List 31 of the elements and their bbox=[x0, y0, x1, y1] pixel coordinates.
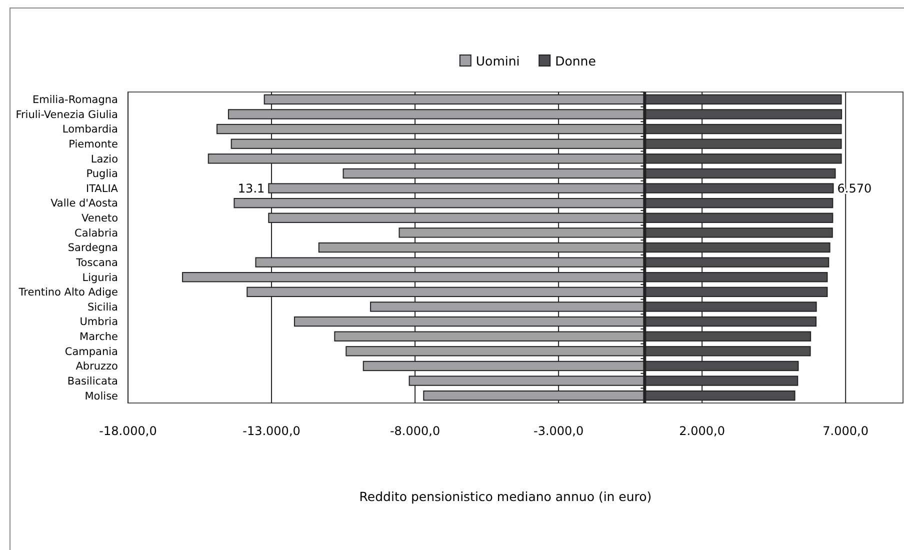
y-tick-label: Basilicata bbox=[67, 375, 118, 388]
x-axis-title: Reddito pensionistico mediano annuo (in euro) bbox=[359, 489, 652, 504]
y-tick-label: Marche bbox=[80, 331, 118, 344]
x-tick-label: 2.000,0 bbox=[679, 424, 725, 438]
x-tick-label: -8.000,0 bbox=[390, 424, 440, 438]
y-tick-label: Liguria bbox=[82, 272, 118, 284]
annotation: 13.1 bbox=[238, 181, 265, 196]
legend-label: Uomini bbox=[476, 53, 520, 68]
y-tick-label: Veneto bbox=[82, 212, 118, 225]
x-tick-label: -3.000,0 bbox=[533, 424, 584, 438]
y-tick-label: Emilia-Romagna bbox=[32, 94, 118, 106]
y-tick-label: Piemonte bbox=[68, 138, 118, 151]
y-tick-label: Valle d'Aosta bbox=[50, 198, 118, 210]
y-tick-label: Lombardia bbox=[62, 124, 118, 136]
y-tick-label: Calabria bbox=[74, 227, 118, 240]
y-tick-label: Lazio bbox=[90, 153, 118, 166]
y-tick-label: ITALIA bbox=[86, 182, 119, 195]
y-tick-label: Molise bbox=[84, 390, 118, 402]
y-tick-label: Trentino Alto Adige bbox=[18, 286, 118, 299]
y-tick-label: Abruzzo bbox=[76, 360, 118, 373]
legend-label: Donne bbox=[555, 53, 596, 68]
y-tick-label: Puglia bbox=[86, 168, 118, 180]
y-tick-label: Friuli-Venezia Giulia bbox=[16, 108, 118, 121]
y-tick-label: Sardegna bbox=[68, 242, 118, 254]
x-tick-label: -18.000,0 bbox=[99, 424, 157, 438]
x-tick-label: -13.000,0 bbox=[242, 424, 300, 438]
y-tick-label: Umbria bbox=[80, 316, 118, 328]
x-tick-label: 7.000,0 bbox=[822, 424, 868, 438]
y-tick-label: Sicilia bbox=[87, 301, 118, 314]
y-tick-label: Campania bbox=[64, 346, 118, 358]
y-tick-label: Toscana bbox=[75, 256, 118, 269]
